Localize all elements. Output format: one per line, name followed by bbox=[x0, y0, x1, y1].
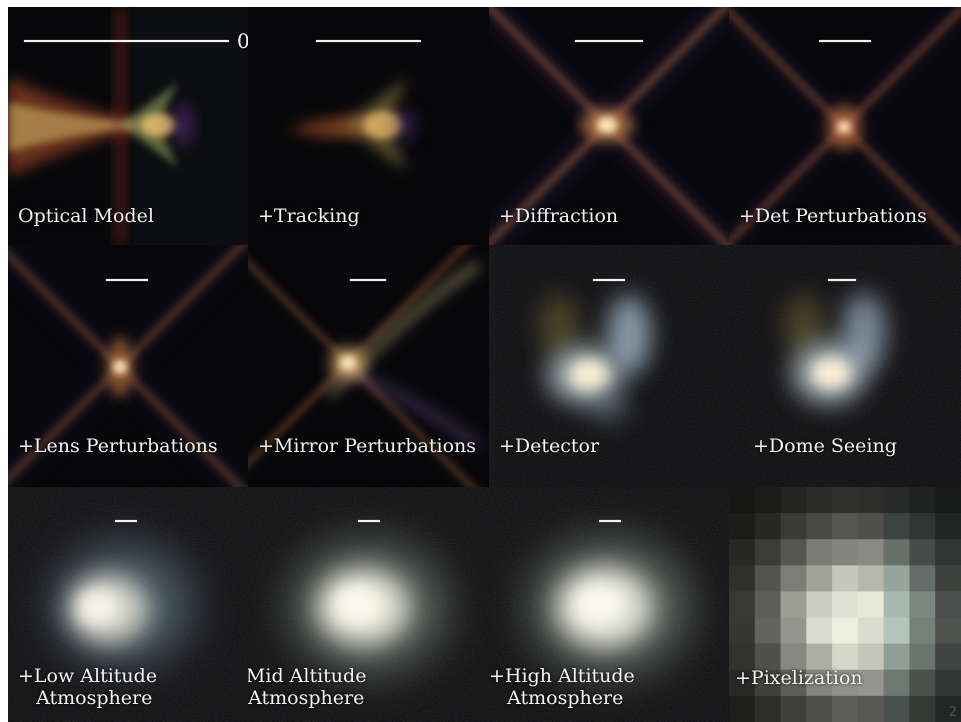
panel-det-perturbations: +Det Perturbations bbox=[729, 7, 961, 245]
panel-pixelization: +Pixelization bbox=[729, 487, 961, 722]
scale-bar bbox=[115, 520, 137, 522]
scale-bar bbox=[819, 40, 871, 42]
panel-detector: +Detector bbox=[489, 245, 729, 487]
psf-render bbox=[729, 245, 961, 487]
psf-image bbox=[248, 245, 489, 487]
panel-caption: Optical Model bbox=[18, 205, 154, 227]
panel-caption: +Lens Perturbations bbox=[18, 435, 218, 457]
psf-image bbox=[489, 7, 729, 245]
panel-tracking: +Tracking bbox=[248, 7, 489, 245]
panel-optical-model: 0.2” Optical Model bbox=[8, 7, 248, 245]
panel-caption: +Det Perturbations bbox=[739, 205, 927, 227]
psf-render bbox=[729, 7, 961, 245]
panel-lens-perturbations: +Lens Perturbations bbox=[8, 245, 248, 487]
psf-image bbox=[489, 487, 729, 722]
psf-image bbox=[248, 7, 489, 245]
panel-caption: +Pixelization bbox=[735, 667, 863, 689]
psf-image bbox=[8, 487, 248, 722]
panel-mirror-perturbations: +Mirror Perturbations bbox=[248, 245, 489, 487]
panel-caption: +Detector bbox=[499, 435, 600, 457]
psf-render bbox=[8, 487, 248, 722]
psf-render bbox=[729, 487, 961, 722]
scale-bar bbox=[350, 279, 386, 281]
psf-image bbox=[729, 487, 961, 722]
panel-caption: +High Altitude Atmosphere bbox=[489, 665, 635, 709]
panel-caption: +Mid Altitude Atmosphere bbox=[248, 665, 367, 709]
psf-panel-grid: 0.2” Optical Model +Tracking +Diffractio… bbox=[8, 7, 961, 722]
psf-image bbox=[8, 245, 248, 487]
scale-bar bbox=[24, 40, 229, 42]
panel-caption: +Dome Seeing bbox=[753, 435, 897, 457]
panel-diffraction: +Diffraction bbox=[489, 7, 729, 245]
scale-bar bbox=[599, 520, 621, 522]
page-number: 2 bbox=[948, 705, 957, 720]
panel-dome-seeing: +Dome Seeing bbox=[729, 245, 961, 487]
panel-high-altitude-atmosphere: +High Altitude Atmosphere bbox=[489, 487, 729, 722]
psf-render bbox=[8, 245, 248, 487]
scale-bar bbox=[316, 40, 421, 42]
psf-render bbox=[248, 245, 489, 487]
panel-caption: +Tracking bbox=[258, 205, 360, 227]
psf-render bbox=[248, 487, 489, 722]
psf-image bbox=[729, 245, 961, 487]
scale-bar bbox=[828, 279, 856, 281]
psf-image bbox=[729, 7, 961, 245]
panel-caption: +Mirror Perturbations bbox=[258, 435, 477, 457]
psf-image bbox=[8, 7, 248, 245]
psf-image bbox=[248, 487, 489, 722]
psf-render bbox=[489, 7, 729, 245]
panel-mid-altitude-atmosphere: +Mid Altitude Atmosphere bbox=[248, 487, 489, 722]
scale-bar bbox=[575, 40, 643, 42]
psf-render bbox=[489, 487, 729, 722]
psf-image bbox=[489, 245, 729, 487]
psf-render bbox=[489, 245, 729, 487]
scale-bar bbox=[358, 520, 380, 522]
panel-caption: +Diffraction bbox=[499, 205, 619, 227]
scale-bar bbox=[106, 279, 148, 281]
panel-caption: +Low Altitude Atmosphere bbox=[18, 665, 158, 709]
panel-low-altitude-atmosphere: +Low Altitude Atmosphere bbox=[8, 487, 248, 722]
scale-bar bbox=[593, 279, 625, 281]
psf-render bbox=[8, 7, 248, 245]
psf-render bbox=[248, 7, 489, 245]
scale-bar-label: 0.2” bbox=[237, 29, 248, 53]
